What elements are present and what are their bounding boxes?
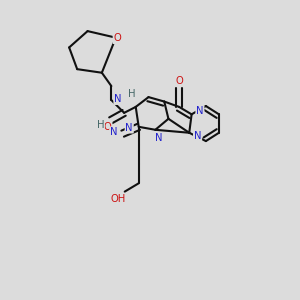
Text: H: H [128,88,135,98]
Text: N: N [194,131,201,141]
Text: O: O [113,33,121,43]
Text: O: O [104,122,112,132]
Text: N: N [154,133,162,143]
Text: N: N [125,123,133,133]
Text: OH: OH [111,194,126,204]
Text: N: N [110,127,118,137]
Text: O: O [176,76,184,86]
Text: H: H [97,120,104,130]
Text: N: N [196,106,204,116]
Text: N: N [114,94,122,104]
